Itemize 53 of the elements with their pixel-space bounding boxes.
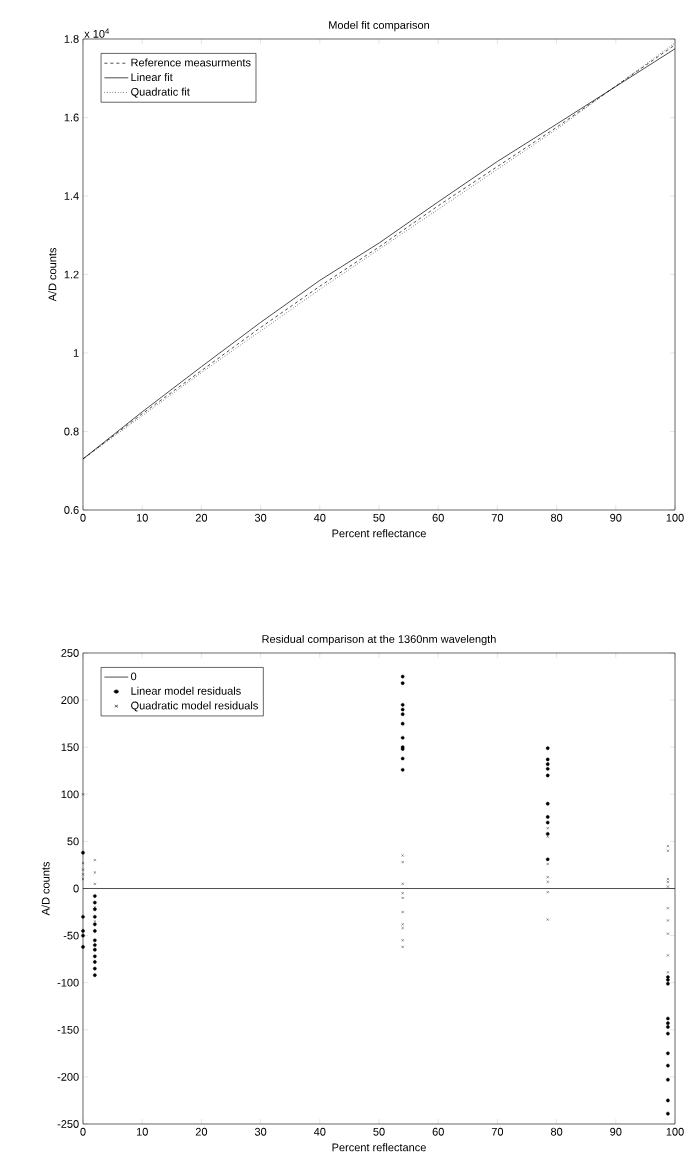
x-tick-label: 0 — [80, 1127, 86, 1136]
y-tick-label: -200 — [57, 1072, 79, 1081]
y-tick-label: 150 — [61, 743, 79, 752]
y-tick-label: 1.6 — [64, 113, 79, 122]
x-tick-label: 70 — [491, 1127, 504, 1136]
text: x 10$^{4}$ — [84, 28, 110, 38]
y-tick-label: 1 — [73, 349, 79, 357]
legend-label: Reference measurments — [131, 58, 251, 67]
y-tick-label: 1.4 — [64, 192, 79, 200]
x-tick-label: 20 — [195, 1127, 208, 1136]
legend-label: Quadratic model residuals — [131, 701, 258, 712]
chart-title: Residual comparison at the 1360nm wavelength — [262, 634, 496, 646]
y-tick-label: 0.8 — [64, 427, 79, 436]
x-tick-label: 50 — [373, 1127, 385, 1136]
x-tick-label: 40 — [313, 1127, 326, 1136]
x-tick-label: 90 — [610, 513, 622, 522]
y-tick-label: -100 — [57, 978, 79, 987]
legend-label: Linear model residuals — [131, 686, 241, 695]
y-tick-label: 200 — [61, 696, 79, 704]
x-tick-label: 80 — [550, 1127, 563, 1136]
x-tick-label: 30 — [254, 1127, 267, 1136]
y-axis-title: A/D counts — [41, 861, 50, 916]
x-tick-label: 10 — [136, 513, 148, 522]
y-tick-label: 1.8 — [64, 35, 79, 43]
x-tick-label: 40 — [313, 513, 326, 522]
y-tick-label: -250 — [57, 1120, 79, 1128]
y-tick-label: 0.6 — [64, 506, 79, 514]
y-tick-label: -50 — [63, 931, 79, 940]
y-tick-label: 250 — [61, 649, 79, 657]
y-tick-label: 1.2 — [64, 270, 79, 279]
y-tick-label: 100 — [61, 790, 79, 799]
x-axis-title: Percent reflectance — [332, 1143, 426, 1152]
x-tick-label: 80 — [550, 513, 563, 522]
chart-title: Model fit comparison — [329, 20, 430, 32]
x-tick-label: 10 — [136, 1127, 148, 1136]
legend-label: Linear fit — [131, 73, 173, 82]
y-tick-label: 50 — [67, 837, 79, 846]
x-tick-label: 30 — [254, 513, 267, 522]
x-tick-label: 0 — [80, 513, 86, 522]
x-tick-label: 90 — [610, 1127, 622, 1136]
x-tick-label: 60 — [432, 513, 444, 522]
x-tick-label: 70 — [491, 513, 504, 522]
y-axis-title: A/D counts — [48, 247, 57, 302]
x-tick-label: 20 — [195, 513, 208, 522]
x-tick-label: 60 — [432, 1127, 444, 1136]
legend-label: Quadratic fit — [131, 87, 190, 98]
y-tick-label: 0 — [73, 884, 79, 893]
x-tick-label: 50 — [373, 513, 385, 522]
x-axis-title: Percent reflectance — [332, 529, 426, 538]
x-tick-label: 100 — [666, 1127, 684, 1136]
y-tick-label: -150 — [57, 1025, 79, 1034]
legend-label: 0 — [131, 672, 137, 681]
x-tick-label: 100 — [666, 513, 684, 522]
